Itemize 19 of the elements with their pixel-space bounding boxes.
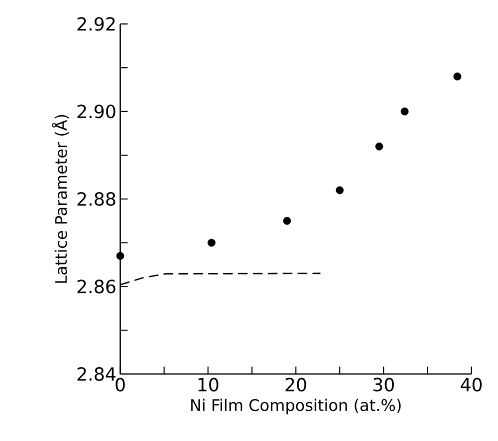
point: [400, 108, 409, 116]
x-tick-label: 30: [373, 378, 394, 392]
x-tick-label: 10: [198, 378, 218, 392]
x-tick-label: 20: [286, 378, 306, 392]
y-tick-label: 2.90: [78, 104, 116, 119]
y-tick-label: 2.84: [78, 367, 116, 382]
point: [375, 142, 384, 151]
point: [116, 252, 124, 260]
y-tick-label: 2.86: [78, 280, 116, 294]
point: [336, 186, 344, 194]
y-tick-label: 2.92: [78, 17, 115, 32]
y-tick-label: 2.88: [78, 192, 116, 206]
x-tick-label: 40: [460, 378, 482, 392]
y-axis-title: Lattice Parameter (Å): [52, 115, 69, 284]
point: [283, 217, 291, 226]
point: [208, 239, 216, 247]
x-tick-label: 0: [116, 378, 125, 392]
x-axis-title: Ni Film Composition (at.%): [191, 399, 401, 414]
point: [453, 72, 462, 81]
